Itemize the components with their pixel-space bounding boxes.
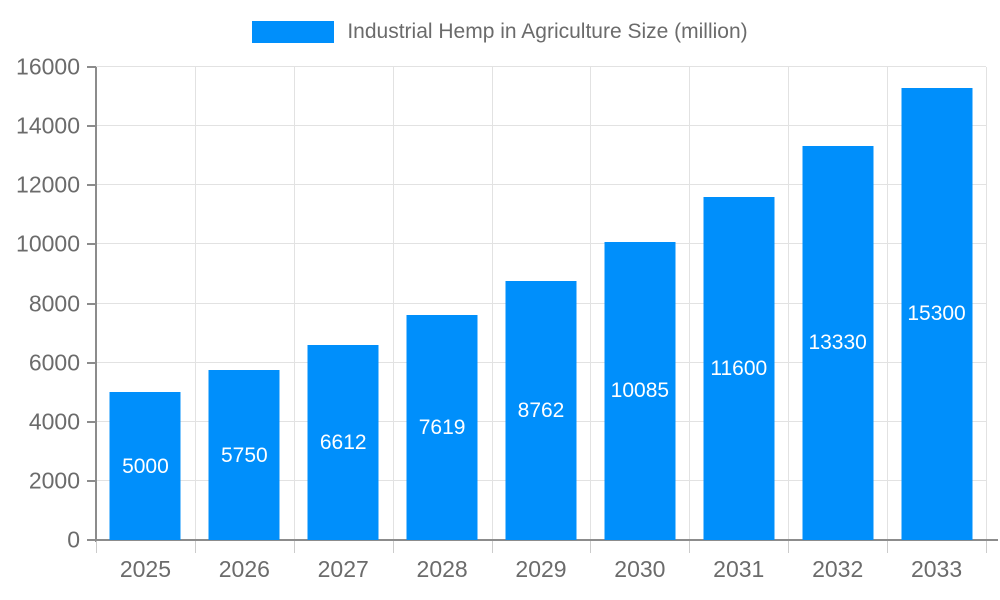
x-axis-label-2030: 2030 [614, 556, 666, 582]
y-axis-label-4000: 4000 [28, 408, 80, 435]
x-tick-6 [689, 541, 691, 553]
x-tick-7 [788, 541, 790, 553]
bar-value-label-2029: 8762 [517, 398, 565, 422]
y-axis-line [95, 67, 97, 542]
x-tick-8 [887, 541, 889, 553]
gridline-y-12000 [96, 184, 986, 186]
y-axis-label-8000: 8000 [28, 290, 80, 316]
y-axis-label-2000: 2000 [28, 467, 80, 494]
gridline-x-6 [689, 67, 691, 540]
gridline-x-7 [788, 67, 790, 540]
x-axis-label-2028: 2028 [416, 556, 468, 582]
y-axis-label-12000: 12000 [16, 171, 80, 198]
y-tick-12000 [87, 184, 96, 187]
gridline-y-16000 [96, 66, 986, 67]
y-tick-4000 [87, 420, 96, 423]
x-axis-label-2025: 2025 [119, 556, 172, 582]
y-axis-ticks [87, 66, 96, 541]
x-axis-labels: 2025 2026 2027 2028 2029 2030 2031 2032 2033 [96, 556, 986, 586]
bar-2029: 8762 [505, 280, 577, 540]
x-tick-4 [491, 541, 493, 553]
legend-label: Industrial Hemp in Agriculture Size (mil… [347, 20, 748, 43]
bar-2030: 10085 [604, 241, 676, 540]
x-axis-label-2031: 2031 [713, 556, 765, 582]
x-axis-label-2027: 2027 [317, 556, 369, 582]
bar-2033: 15300 [901, 87, 973, 540]
y-axis-label-14000: 14000 [16, 112, 80, 139]
bar-2032: 13330 [802, 145, 874, 540]
bar-2031: 11600 [703, 197, 775, 540]
gridline-x-5 [590, 67, 592, 540]
bar-value-label-2030: 10085 [610, 379, 670, 403]
x-tick-1 [194, 541, 196, 553]
x-tick-9 [986, 541, 987, 553]
gridline-x-3 [392, 67, 394, 540]
gridline-y-10000 [96, 243, 986, 245]
y-axis-label-0: 0 [67, 526, 80, 553]
bar-2027: 6612 [307, 344, 379, 540]
gridline-y-14000 [96, 125, 986, 127]
x-axis-label-2029: 2029 [515, 556, 567, 582]
bar-value-label-2028: 7619 [418, 415, 466, 439]
y-tick-14000 [87, 125, 96, 128]
bar-value-label-2025: 5000 [122, 454, 169, 478]
y-tick-2000 [87, 479, 96, 482]
x-tick-5 [590, 541, 592, 553]
gridline-x-2 [293, 67, 295, 540]
x-axis-label-2026: 2026 [218, 556, 270, 582]
x-axis-label-2032: 2032 [812, 556, 864, 582]
bar-2025: 5000 [109, 392, 181, 540]
bar-value-label-2026: 5750 [220, 443, 268, 467]
gridline-x-9 [986, 67, 987, 540]
bar-2026: 5750 [208, 370, 280, 540]
y-tick-8000 [87, 302, 96, 305]
x-axis-label-2033: 2033 [910, 556, 963, 582]
y-axis-label-6000: 6000 [28, 349, 80, 376]
gridline-x-8 [887, 67, 889, 540]
bar-2028: 7619 [406, 314, 478, 540]
x-axis-line [95, 539, 998, 541]
y-tick-10000 [87, 243, 96, 246]
x-axis-ticks [96, 541, 987, 553]
bar-value-label-2031: 11600 [710, 357, 768, 381]
gridline-x-1 [194, 67, 196, 540]
bar-value-label-2032: 13330 [808, 331, 867, 355]
y-tick-6000 [87, 361, 96, 364]
y-axis-label-16000: 16000 [16, 53, 80, 80]
x-tick-2 [293, 541, 295, 553]
y-axis-labels: 0 2000 4000 6000 8000 10000 12000 14000 16000 [0, 55, 80, 551]
x-tick-0 [96, 541, 97, 553]
x-tick-3 [392, 541, 394, 553]
bar-value-label-2033: 15300 [907, 302, 966, 326]
y-tick-0 [87, 539, 96, 541]
y-tick-16000 [87, 66, 96, 68]
legend-swatch [252, 21, 335, 43]
gridline-x-4 [491, 67, 493, 540]
bar-value-label-2027: 6612 [319, 430, 367, 454]
y-axis-label-10000: 10000 [16, 230, 80, 257]
bar-series: 5000 5750 6612 7619 8762 10085 11600 13330 15300 [96, 67, 986, 540]
legend[interactable]: Industrial Hemp in Agriculture Size (mil… [0, 17, 1000, 47]
